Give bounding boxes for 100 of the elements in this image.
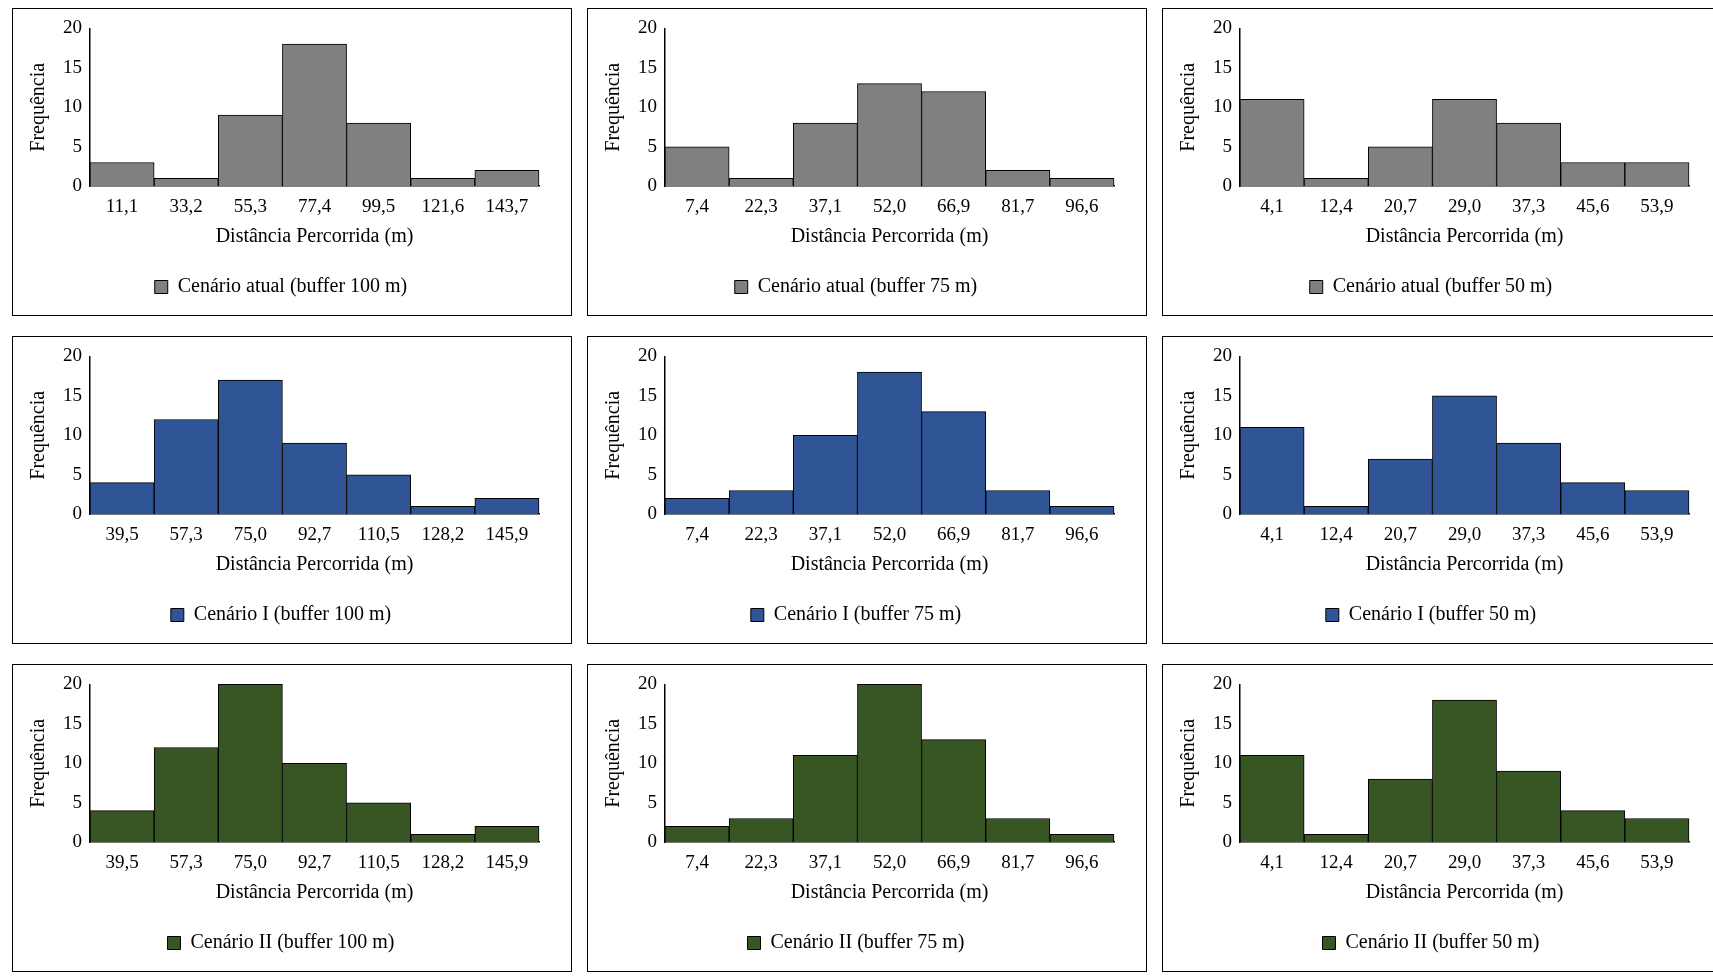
x-tick-label: 37,3 — [1512, 194, 1546, 216]
y-tick-label: 5 — [1222, 462, 1232, 484]
x-tick-label: 12,4 — [1319, 194, 1354, 216]
y-tick-label: 20 — [1213, 344, 1232, 366]
x-tick-label: 37,3 — [1512, 850, 1546, 872]
x-tick-label: 29,0 — [1447, 850, 1482, 872]
y-tick-label: 0 — [1222, 502, 1232, 524]
x-tick-label: 33,2 — [169, 194, 203, 216]
y-tick-label: 20 — [638, 672, 657, 694]
y-tick-label: 10 — [638, 751, 657, 773]
y-tick-label: 0 — [72, 174, 82, 196]
x-tick-label: 45,6 — [1576, 194, 1610, 216]
x-axis-title: Distância Percorrida (m) — [790, 224, 989, 248]
y-tick-label: 20 — [638, 344, 657, 366]
x-axis-title: Distância Percorrida (m) — [215, 224, 414, 248]
x-tick-label: 52,0 — [872, 850, 907, 872]
x-tick-label: 12,4 — [1319, 522, 1354, 544]
y-tick-label: 15 — [63, 55, 82, 77]
x-axis-title: Distância Percorrida (m) — [215, 552, 414, 576]
x-tick-label: 75,0 — [233, 850, 267, 872]
x-tick-label: 29,0 — [1447, 194, 1482, 216]
y-tick-label: 0 — [1222, 830, 1232, 852]
y-tick-label: 10 — [638, 95, 657, 117]
y-tick-label: 0 — [647, 830, 657, 852]
y-tick-label: 15 — [1213, 711, 1232, 733]
legend-label: Cenário atual (buffer 50 m) — [1332, 274, 1553, 298]
x-tick-label: 110,5 — [357, 522, 400, 544]
x-tick-label: 22,3 — [744, 522, 778, 544]
y-tick-label: 10 — [63, 95, 82, 117]
y-tick-label: 5 — [647, 134, 657, 156]
y-tick-label: 0 — [1222, 174, 1232, 196]
x-tick-label: 66,9 — [937, 522, 971, 544]
x-tick-label: 45,6 — [1576, 522, 1610, 544]
x-tick-label: 37,1 — [808, 850, 842, 872]
x-tick-label: 145,9 — [485, 522, 529, 544]
x-axis-title: Distância Percorrida (m) — [1365, 552, 1564, 576]
x-tick-label: 7,4 — [685, 522, 710, 544]
y-tick-label: 20 — [638, 16, 657, 38]
x-tick-label: 81,7 — [1001, 522, 1035, 544]
y-tick-label: 0 — [72, 830, 82, 852]
x-tick-label: 121,6 — [421, 194, 465, 216]
x-tick-label: 128,2 — [421, 522, 465, 544]
x-tick-label: 96,6 — [1065, 522, 1099, 544]
x-tick-label: 39,5 — [105, 522, 139, 544]
x-tick-label: 110,5 — [357, 850, 400, 872]
y-tick-label: 20 — [63, 16, 82, 38]
y-tick-label: 5 — [1222, 790, 1232, 812]
y-tick-label: 10 — [63, 751, 82, 773]
y-tick-label: 15 — [63, 383, 82, 405]
y-tick-label: 10 — [638, 423, 657, 445]
y-tick-label: 5 — [72, 790, 82, 812]
y-tick-label: 15 — [638, 711, 657, 733]
y-tick-label: 10 — [1213, 423, 1232, 445]
x-tick-label: 96,6 — [1065, 194, 1099, 216]
x-tick-label: 37,3 — [1512, 522, 1546, 544]
x-tick-label: 20,7 — [1383, 850, 1417, 872]
y-tick-label: 20 — [63, 672, 82, 694]
y-tick-label: 10 — [1213, 95, 1232, 117]
y-tick-label: 5 — [72, 134, 82, 156]
y-axis-title: Frequência — [1176, 62, 1200, 152]
x-tick-label: 75,0 — [233, 522, 267, 544]
y-tick-label: 0 — [647, 174, 657, 196]
y-axis-title: Frequência — [601, 62, 625, 152]
y-axis-title: Frequência — [601, 718, 625, 808]
x-tick-label: 7,4 — [685, 194, 710, 216]
x-tick-label: 7,4 — [685, 850, 710, 872]
y-axis-title: Frequência — [601, 390, 625, 480]
x-tick-label: 37,1 — [808, 194, 842, 216]
y-axis-title: Frequência — [26, 718, 50, 808]
y-tick-label: 20 — [63, 344, 82, 366]
y-tick-label: 15 — [63, 711, 82, 733]
x-tick-label: 77,4 — [297, 194, 332, 216]
y-tick-label: 5 — [72, 462, 82, 484]
x-tick-label: 11,1 — [105, 194, 139, 216]
x-tick-label: 20,7 — [1383, 522, 1417, 544]
x-tick-label: 22,3 — [744, 850, 778, 872]
x-tick-label: 4,1 — [1260, 850, 1284, 872]
y-tick-label: 15 — [638, 383, 657, 405]
y-axis-title: Frequência — [26, 390, 50, 480]
y-axis-title: Frequência — [1176, 390, 1200, 480]
x-tick-label: 128,2 — [421, 850, 465, 872]
x-tick-label: 52,0 — [872, 522, 907, 544]
legend-label: Cenário I (buffer 100 m) — [193, 602, 392, 626]
x-axis-title: Distância Percorrida (m) — [790, 552, 989, 576]
x-tick-label: 145,9 — [485, 850, 529, 872]
x-axis-title: Distância Percorrida (m) — [215, 880, 414, 904]
x-tick-label: 39,5 — [105, 850, 139, 872]
x-tick-label: 81,7 — [1001, 194, 1035, 216]
x-tick-label: 81,7 — [1001, 850, 1035, 872]
y-tick-label: 0 — [647, 502, 657, 524]
x-tick-label: 96,6 — [1065, 850, 1099, 872]
y-tick-label: 20 — [1213, 16, 1232, 38]
y-axis-title: Frequência — [26, 62, 50, 152]
x-tick-label: 45,6 — [1576, 850, 1610, 872]
y-tick-label: 15 — [1213, 55, 1232, 77]
x-tick-label: 29,0 — [1447, 522, 1482, 544]
x-tick-label: 92,7 — [297, 850, 332, 872]
x-axis-title: Distância Percorrida (m) — [1365, 880, 1564, 904]
x-axis-title: Distância Percorrida (m) — [790, 880, 989, 904]
x-axis-title: Distância Percorrida (m) — [1365, 224, 1564, 248]
